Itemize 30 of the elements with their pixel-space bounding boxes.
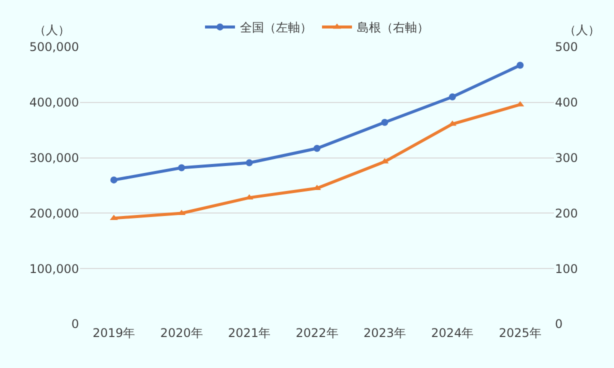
y-tick-label: 400,000 (29, 96, 79, 110)
legend-label: 全国（左軸） (240, 20, 312, 35)
y2-tick-label: 500 (555, 40, 578, 54)
legend-label: 島根（右軸） (357, 20, 429, 35)
y2-tick-label: 0 (555, 317, 563, 332)
point (246, 159, 253, 166)
y2-tick-label: 300 (555, 151, 578, 165)
x-tick-label: 2022年 (296, 326, 338, 340)
y-tick-label: 100,000 (29, 262, 79, 276)
point (110, 176, 118, 184)
point (381, 118, 388, 126)
x-tick-label: 2023年 (363, 326, 406, 340)
point (516, 62, 524, 69)
y2-tick-label: 400 (555, 96, 578, 110)
x-tick-label: 2025年 (498, 326, 542, 340)
text: （人） (564, 23, 600, 37)
x-tick-label: 2020年 (160, 326, 203, 340)
y2-tick-label: 200 (555, 206, 578, 220)
y-tick-label: 300,000 (29, 151, 79, 165)
y-tick-label: 500,000 (29, 40, 79, 54)
y2-tick-label: 100 (555, 262, 578, 276)
x-tick-label: 2019年 (92, 326, 136, 340)
text: （人） (34, 23, 70, 37)
y-tick-label: 0 (71, 317, 79, 332)
x-tick-label: 2021年 (228, 326, 271, 340)
point (178, 164, 186, 172)
point (314, 144, 320, 152)
x-tick-label: 2024年 (431, 326, 474, 340)
y-tick-label: 200,000 (29, 206, 79, 220)
point (448, 93, 456, 100)
